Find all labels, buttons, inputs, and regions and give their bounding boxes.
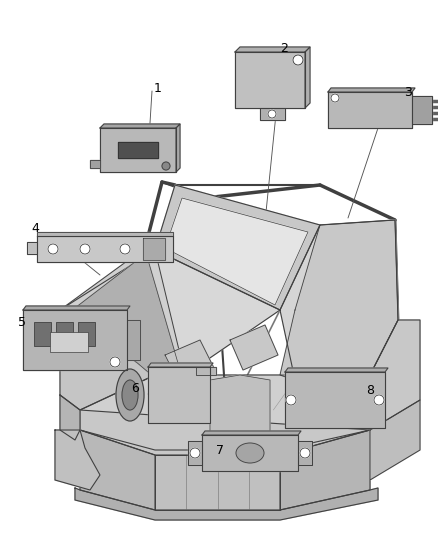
Circle shape [374,395,384,405]
Ellipse shape [236,443,264,463]
Polygon shape [60,248,185,375]
Circle shape [331,94,339,102]
Polygon shape [60,250,280,375]
Polygon shape [412,96,432,124]
Polygon shape [230,325,278,370]
Text: 4: 4 [31,222,39,235]
Circle shape [48,244,58,254]
Text: 6: 6 [131,382,139,394]
Circle shape [286,395,296,405]
Polygon shape [202,431,301,435]
Circle shape [152,244,162,254]
Polygon shape [196,367,216,375]
Circle shape [120,244,130,254]
Polygon shape [127,320,140,360]
Ellipse shape [116,369,144,421]
Polygon shape [27,242,37,254]
Circle shape [300,448,310,458]
Polygon shape [210,375,270,448]
Polygon shape [328,88,415,92]
Bar [34,322,51,346]
Polygon shape [118,142,158,158]
Polygon shape [298,441,312,465]
Polygon shape [235,52,305,108]
Bar [56,322,73,346]
Polygon shape [75,488,378,520]
Polygon shape [80,430,155,510]
Circle shape [110,357,120,367]
Circle shape [80,244,90,254]
Ellipse shape [122,380,138,410]
Circle shape [162,162,170,170]
Polygon shape [23,306,130,310]
Polygon shape [100,124,180,128]
Polygon shape [370,400,420,480]
Polygon shape [188,441,202,465]
Circle shape [190,448,200,458]
Polygon shape [285,372,385,428]
Bar [78,322,95,346]
Polygon shape [328,92,412,128]
Polygon shape [165,340,215,385]
Polygon shape [260,108,285,120]
Polygon shape [202,435,298,471]
Polygon shape [280,220,398,375]
Polygon shape [148,367,210,423]
Text: 8: 8 [366,384,374,397]
Polygon shape [80,375,370,450]
Polygon shape [280,220,398,380]
Text: 5: 5 [18,316,26,328]
Polygon shape [60,310,185,410]
Polygon shape [285,368,388,372]
Polygon shape [55,430,100,490]
Polygon shape [80,410,370,455]
Polygon shape [305,47,310,108]
Polygon shape [235,47,310,52]
Polygon shape [143,238,165,260]
Polygon shape [23,310,127,370]
Polygon shape [37,236,173,262]
Polygon shape [155,185,320,310]
Polygon shape [176,124,180,172]
Polygon shape [280,430,370,510]
Polygon shape [100,128,176,172]
Polygon shape [165,198,308,305]
Polygon shape [75,252,180,372]
Circle shape [268,110,276,118]
Polygon shape [370,320,420,430]
Circle shape [293,55,303,65]
Text: 2: 2 [280,42,288,54]
Polygon shape [148,363,213,367]
Bar [50,332,88,352]
Polygon shape [37,232,173,236]
Text: 7: 7 [216,443,224,456]
Polygon shape [90,160,100,168]
Polygon shape [155,455,280,510]
Text: 3: 3 [404,86,412,100]
Polygon shape [60,395,80,440]
Text: 1: 1 [154,82,162,94]
